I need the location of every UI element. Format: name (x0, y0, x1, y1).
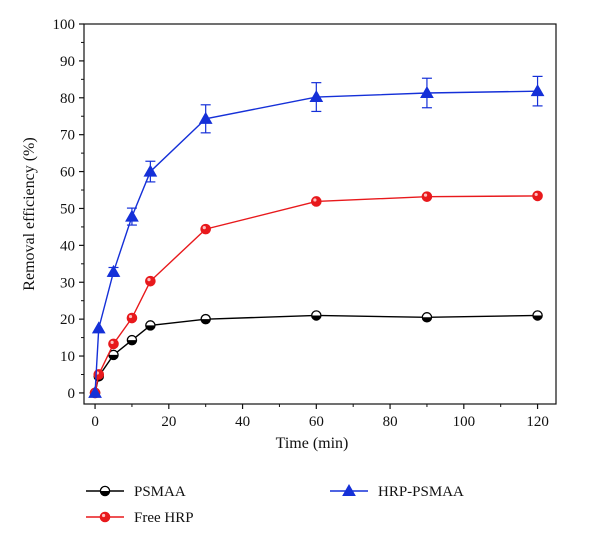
y-tick-label: 90 (60, 54, 75, 70)
x-tick-label: 0 (91, 414, 99, 430)
data-point-fill (145, 275, 156, 287)
data-point-highlight (202, 226, 206, 230)
y-tick-label: 40 (60, 238, 75, 254)
data-point-fill (532, 190, 543, 202)
data-point (532, 190, 543, 202)
data-point-highlight (534, 192, 538, 197)
data-point (106, 264, 121, 277)
legend-item: HRP-PSMAA (330, 483, 464, 500)
legend-marker (99, 511, 111, 523)
data-point (420, 85, 434, 98)
series-line (94, 90, 538, 393)
data-point-highlight (128, 314, 133, 319)
series-line (94, 314, 538, 394)
y-tick-label: 80 (60, 91, 75, 107)
data-point (126, 334, 138, 346)
legend-marker-fill (99, 511, 111, 523)
data-point (126, 312, 138, 324)
series-free-hrp (89, 190, 543, 399)
data-point-highlight (423, 193, 428, 197)
legend-marker-highlight (102, 513, 106, 518)
data-point-fill (311, 196, 322, 207)
data-point-fill (532, 315, 543, 321)
y-tick-label: 10 (60, 349, 75, 365)
data-point (532, 310, 543, 321)
data-point-fill (108, 338, 119, 350)
data-point (145, 320, 156, 331)
x-tick-label: 60 (309, 414, 324, 430)
legend-label: PSMAA (134, 484, 186, 500)
plot-frame (83, 23, 557, 405)
data-point-highlight (110, 340, 114, 344)
data-point-fill (421, 191, 433, 202)
data-point (143, 164, 158, 177)
data-point-fill (201, 319, 211, 324)
data-point-fill (126, 312, 138, 324)
data-point (200, 313, 211, 325)
y-tick-label: 70 (60, 128, 75, 144)
x-axis-ticks: 0 20 40 60 80 100 120 (91, 404, 549, 430)
data-point (88, 385, 102, 398)
y-tick-label: 60 (60, 165, 75, 181)
data-point (91, 321, 106, 334)
x-tick-label: 120 (526, 414, 549, 430)
data-point (311, 310, 322, 321)
legend-label: Free HRP (134, 510, 194, 526)
plot-border (83, 23, 557, 405)
x-tick-label: 20 (161, 414, 176, 430)
x-tick-label: 100 (453, 414, 476, 430)
data-point (309, 90, 324, 103)
legend: PSMAA Free HRP HRP-PSMAA (86, 483, 464, 526)
data-point-fill (200, 223, 211, 235)
data-point-fill (145, 325, 155, 331)
y-axis-title: Removal efficiency (%) (21, 137, 38, 290)
series-psmaa (89, 310, 543, 399)
data-point (125, 209, 139, 222)
legend-item: PSMAA (86, 484, 186, 500)
data-point-fill (108, 354, 119, 360)
data-point-highlight (313, 198, 317, 202)
legend-label: HRP-PSMAA (378, 484, 464, 500)
data-point (145, 275, 156, 287)
legend-marker-fill (100, 491, 110, 496)
y-axis-ticks: 0 10 20 30 40 50 60 70 80 90 100 (53, 17, 84, 402)
y-tick-label: 0 (68, 386, 76, 402)
x-axis-title: Time (min) (276, 435, 349, 452)
y-tick-label: 20 (60, 312, 75, 328)
data-point (108, 338, 119, 350)
data-point (311, 196, 322, 207)
legend-marker (342, 483, 356, 496)
series-layer (88, 75, 545, 399)
y-tick-label: 50 (60, 201, 75, 217)
data-point-highlight (147, 278, 151, 282)
legend-marker (99, 485, 111, 497)
data-point (530, 84, 545, 97)
series-line (94, 195, 538, 394)
x-tick-label: 80 (383, 414, 398, 430)
data-point (200, 223, 211, 235)
data-point (421, 191, 433, 202)
series-hrp-psmaa (88, 75, 545, 398)
data-point (421, 312, 433, 323)
data-point-fill (422, 317, 432, 322)
y-tick-label: 100 (53, 17, 76, 33)
data-point (198, 111, 213, 124)
x-tick-label: 40 (235, 414, 250, 430)
data-point-fill (127, 340, 137, 345)
data-point-fill (311, 315, 321, 321)
y-tick-label: 30 (60, 275, 75, 291)
legend-item: Free HRP (86, 510, 194, 526)
